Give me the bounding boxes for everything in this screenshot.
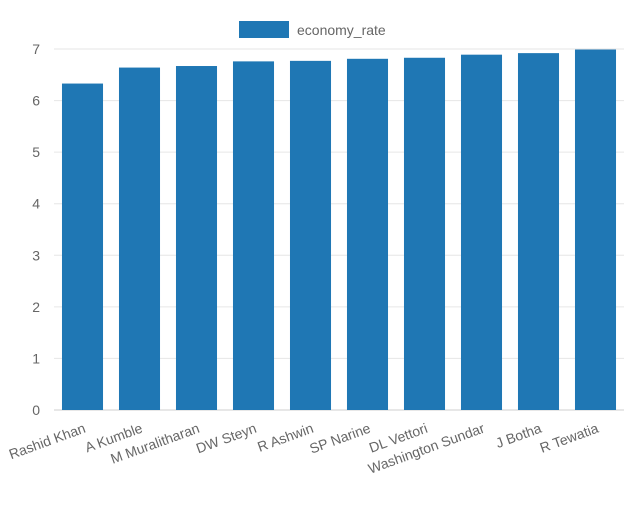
bar-r-tewatia[interactable] bbox=[574, 49, 617, 410]
bars bbox=[61, 49, 617, 411]
y-tick-label: 0 bbox=[32, 402, 40, 418]
y-tick-label: 5 bbox=[32, 144, 40, 160]
y-tick-label: 1 bbox=[32, 350, 40, 366]
x-tick-label: Rashid Khan bbox=[7, 420, 88, 462]
x-tick-label: J Botha bbox=[493, 420, 543, 451]
bar-dl-vettori[interactable] bbox=[403, 57, 446, 410]
x-tick-label: R Ashwin bbox=[255, 420, 315, 455]
y-axis-ticks: 0 1 2 3 4 5 6 7 bbox=[32, 41, 40, 418]
bar-rashid-khan[interactable] bbox=[61, 83, 104, 410]
y-tick-label: 7 bbox=[32, 41, 40, 57]
y-tick-label: 3 bbox=[32, 247, 40, 263]
legend-swatch-economy-rate bbox=[239, 21, 289, 38]
bar-dw-steyn[interactable] bbox=[232, 61, 275, 411]
bar-washington-sundar[interactable] bbox=[460, 54, 503, 411]
x-tick-label: SP Narine bbox=[307, 420, 372, 457]
bar-r-ashwin[interactable] bbox=[289, 60, 332, 411]
bar-m-muralitharan[interactable] bbox=[175, 66, 218, 411]
y-tick-label: 2 bbox=[32, 299, 40, 315]
bar-a-kumble[interactable] bbox=[118, 67, 161, 411]
y-tick-label: 6 bbox=[32, 93, 40, 109]
bar-sp-narine[interactable] bbox=[346, 58, 389, 410]
x-tick-label: DW Steyn bbox=[194, 420, 259, 457]
legend-label-economy-rate: economy_rate bbox=[297, 22, 386, 38]
bar-j-botha[interactable] bbox=[517, 53, 560, 411]
y-tick-label: 4 bbox=[32, 196, 40, 212]
legend[interactable]: economy_rate bbox=[239, 21, 386, 38]
x-tick-label: R Tewatia bbox=[538, 420, 601, 456]
